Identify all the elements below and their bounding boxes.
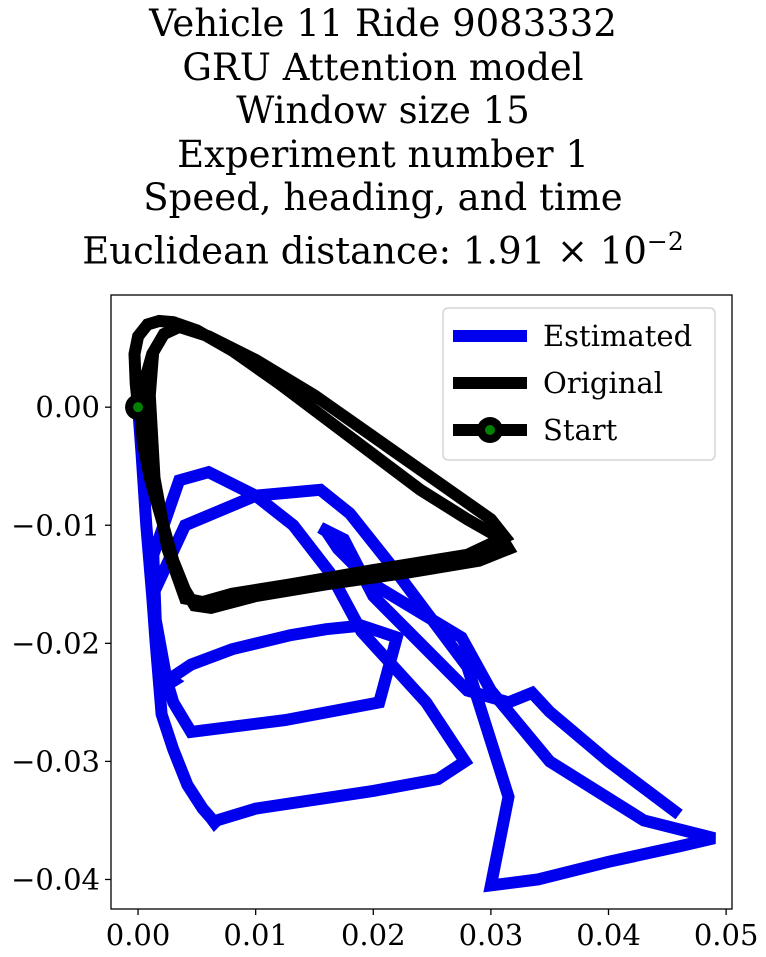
x-tick-label: 0.00	[106, 918, 171, 952]
chart-title: Vehicle 11 Ride 9083332 GRU Attention mo…	[0, 2, 766, 272]
distance-prefix: Euclidean distance:	[82, 228, 463, 272]
x-tick-label: 0.01	[223, 918, 288, 952]
x-tick-label: 0.04	[576, 918, 641, 952]
title-line-features: Speed, heading, and time	[143, 176, 623, 219]
distance-exponent: −2	[646, 226, 684, 256]
x-tick-label: 0.02	[341, 918, 406, 952]
legend-label-start: Start	[543, 413, 618, 447]
title-line-window: Window size 15	[236, 89, 530, 132]
x-tick-label: 0.03	[459, 918, 524, 952]
y-tick-label: −0.04	[11, 862, 100, 896]
legend-start-marker-center	[485, 425, 495, 435]
start-marker-center	[133, 402, 144, 413]
legend-label-original: Original	[543, 366, 663, 400]
legend: Estimated Original Start	[442, 307, 716, 461]
title-line-vehicle: Vehicle 11 Ride 9083332	[149, 2, 617, 45]
x-tick-label: 0.05	[694, 918, 759, 952]
y-tick-label: −0.03	[11, 744, 100, 778]
y-tick-label: −0.02	[11, 626, 100, 660]
y-tick-label: 0.00	[35, 390, 100, 424]
legend-box	[442, 307, 716, 461]
y-tick-label: −0.01	[11, 508, 100, 542]
axes-frame	[110, 294, 733, 910]
plot-area	[125, 314, 716, 893]
legend-label-estimated: Estimated	[543, 319, 692, 353]
title-line-model: GRU Attention model	[182, 45, 584, 89]
distance-base: 10	[599, 228, 647, 272]
distance-times: ×	[557, 228, 589, 272]
series-line-original	[128, 314, 518, 615]
axis-ticks: 0.00 0.01 0.02 0.03 0.04 0.05 0.00 −0.01 −0.02 −0…	[11, 390, 758, 952]
title-line-experiment: Experiment number 1	[177, 132, 589, 176]
series-line-estimated	[132, 406, 716, 893]
title-line-distance: Euclidean distance: 1.91 × 10−2	[0, 220, 766, 273]
distance-mantissa: 1.91	[462, 228, 546, 272]
